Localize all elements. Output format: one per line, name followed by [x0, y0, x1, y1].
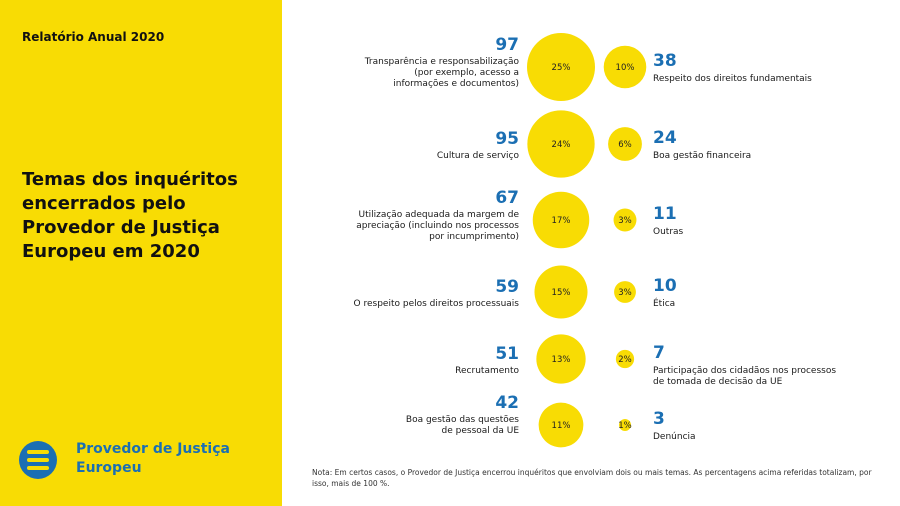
left-label-3-0: O respeito pelos direitos processuais [354, 299, 520, 309]
right-bubble-3 [614, 281, 636, 303]
right-bubble-5 [619, 419, 631, 431]
left-value-3: 59 [495, 277, 519, 297]
left-value-1: 95 [495, 129, 519, 149]
left-percent-1: 24% [552, 140, 571, 150]
right-label-0-0: Respeito dos direitos fundamentais [653, 74, 812, 84]
right-bubble-2 [613, 208, 637, 232]
page-title: Temas dos inquéritos encerrados pelo Pro… [22, 169, 238, 262]
left-value-5: 42 [495, 393, 519, 413]
right-label-4-1: de tomada de decisão da UE [653, 377, 783, 387]
left-bubble-4 [536, 334, 586, 384]
right-value-0: 38 [653, 51, 677, 71]
logo: Provedor de Justiça Europeu [18, 438, 278, 482]
left-label-5-0: Boa gestão das questões [406, 415, 519, 425]
right-percent-5: 1% [618, 421, 632, 431]
left-percent-0: 25% [552, 63, 571, 73]
right-percent-3: 3% [618, 288, 632, 298]
left-value-2: 67 [495, 188, 519, 208]
right-label-1-0: Boa gestão financeira [653, 151, 751, 161]
right-bubble-1 [608, 127, 642, 161]
right-label-5-0: Denúncia [653, 432, 696, 442]
right-bubble-4 [615, 349, 635, 369]
sidebar: Relatório Anual 2020 Temas dos inquérito… [0, 0, 282, 506]
left-bubble-5 [538, 402, 584, 448]
left-value-4: 51 [495, 344, 519, 364]
right-value-3: 10 [653, 276, 677, 296]
right-percent-0: 10% [616, 63, 635, 73]
ombudsman-logo-icon [19, 441, 57, 479]
left-percent-2: 17% [552, 216, 571, 226]
left-label-4-0: Recrutamento [455, 366, 519, 376]
left-label-0-1: (por exemplo, acesso a [414, 68, 519, 78]
right-value-4: 7 [653, 343, 665, 363]
right-label-3-0: Ética [653, 297, 675, 309]
right-percent-2: 3% [618, 216, 632, 226]
left-bubble-0 [527, 33, 595, 101]
left-label-2-1: apreciação (incluindo nos processos [356, 221, 519, 231]
left-label-1-0: Cultura de serviço [437, 151, 520, 161]
left-label-0-2: informações e documentos) [393, 79, 519, 89]
right-value-5: 3 [653, 409, 665, 429]
footnote: Nota: Em certos casos, o Provedor de Jus… [312, 468, 872, 488]
left-bubble-3 [534, 265, 588, 319]
right-percent-1: 6% [618, 140, 632, 150]
right-value-2: 11 [653, 204, 677, 224]
logo-text: Provedor de Justiça Europeu [76, 441, 230, 476]
left-label-2-0: Utilização adequada da margem de [358, 210, 519, 220]
right-value-1: 24 [653, 128, 677, 148]
left-bubble-1 [527, 110, 595, 178]
report-label: Relatório Anual 2020 [22, 30, 165, 44]
right-label-4-0: Participação dos cidadãos nos processos [653, 366, 836, 376]
left-percent-5: 11% [552, 421, 571, 431]
left-label-5-1: de pessoal da UE [442, 426, 520, 436]
left-label-2-2: por incumprimento) [429, 232, 519, 242]
right-percent-4: 2% [618, 355, 632, 365]
right-label-2-0: Outras [653, 227, 684, 237]
left-value-0: 97 [495, 35, 519, 55]
left-percent-3: 15% [552, 288, 571, 298]
left-bubble-2 [532, 191, 590, 249]
left-label-0-0: Transparência e responsabilização [364, 56, 520, 67]
right-bubble-0 [603, 45, 647, 89]
left-percent-4: 13% [552, 355, 571, 365]
